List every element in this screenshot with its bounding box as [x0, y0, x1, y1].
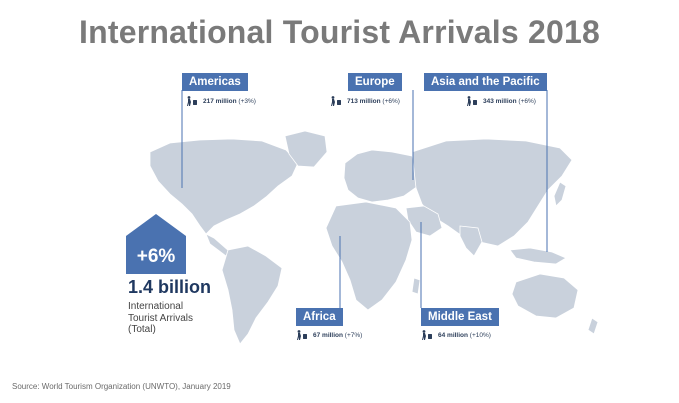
central-america-landmass	[205, 233, 231, 257]
traveler-icon	[422, 330, 432, 340]
region-arrivals: 64 million	[438, 331, 468, 339]
total-caption-line: Tourist Arrivals	[128, 312, 194, 324]
total-caption-line: (Total)	[128, 324, 156, 335]
region-stat-asia-pacific: 343 million (+6%)	[466, 96, 536, 106]
region-arrivals: 67 million	[313, 331, 343, 339]
region-change: (+6%)	[382, 97, 400, 105]
region-change: (+6%)	[518, 97, 536, 105]
region-label-asia-pacific: Asia and the Pacific	[424, 73, 547, 91]
region-label-americas: Americas	[182, 73, 248, 91]
total-value: 1.4 billion	[128, 277, 212, 297]
region-label-middle-east: Middle East	[421, 308, 499, 326]
africa-landmass	[325, 201, 413, 311]
region-arrivals: 343 million	[483, 97, 517, 105]
japan-landmass	[553, 181, 567, 207]
region-stat-middle-east: 64 million (+10%)	[421, 330, 491, 340]
india-landmass	[459, 225, 483, 257]
australia-landmass	[511, 273, 579, 319]
europe-landmass	[343, 149, 421, 203]
traveler-icon	[297, 330, 307, 340]
south-america-landmass	[221, 245, 283, 345]
traveler-icon	[187, 96, 197, 106]
greenland-landmass	[284, 130, 328, 168]
page-title: International Tourist Arrivals 2018	[79, 14, 600, 50]
region-stat-americas: 217 million (+3%)	[186, 96, 256, 106]
region-arrivals: 217 million	[203, 97, 237, 105]
total-caption-line: International	[128, 301, 184, 312]
madagascar-landmass	[411, 277, 421, 295]
region-change: (+7%)	[344, 331, 363, 339]
traveler-icon	[467, 96, 477, 106]
north-america-landmass	[149, 138, 299, 235]
traveler-icon	[331, 96, 341, 106]
total-caption: International Tourist Arrivals (Total)	[128, 301, 248, 336]
southeast-asia-islands-landmass	[509, 247, 567, 265]
new-zealand-landmass	[587, 317, 599, 335]
region-stat-africa: 67 million (+7%)	[296, 330, 362, 340]
region-change: (+3%)	[238, 97, 256, 105]
region-label-europe: Europe	[348, 73, 402, 91]
region-stat-europe: 713 million (+6%)	[330, 96, 400, 106]
region-arrivals: 713 million	[347, 97, 381, 105]
source-note: Source: World Tourism Organization (UNWT…	[12, 382, 231, 391]
region-label-africa: Africa	[296, 308, 343, 326]
total-change: +6%	[136, 246, 176, 267]
house-badge-icon	[126, 214, 186, 274]
region-change: (+10%)	[469, 331, 491, 339]
